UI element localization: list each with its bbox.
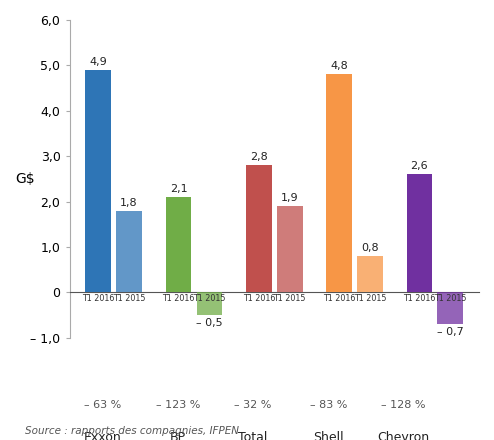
Bar bbox=[437, 293, 463, 324]
Text: T1 2015: T1 2015 bbox=[193, 294, 226, 303]
Bar bbox=[197, 293, 222, 315]
Text: 1,9: 1,9 bbox=[281, 193, 298, 203]
Text: T1 2016: T1 2016 bbox=[82, 294, 115, 303]
Text: T1 2015: T1 2015 bbox=[113, 294, 145, 303]
Text: 2,8: 2,8 bbox=[250, 152, 268, 162]
Bar bbox=[85, 70, 111, 293]
Bar bbox=[327, 74, 352, 293]
Text: – 123 %: – 123 % bbox=[156, 400, 200, 411]
Bar bbox=[116, 211, 142, 293]
Text: – 0,7: – 0,7 bbox=[437, 327, 464, 337]
Text: 4,8: 4,8 bbox=[330, 61, 348, 71]
Bar bbox=[165, 197, 191, 293]
Text: BP: BP bbox=[170, 431, 186, 440]
Text: – 63 %: – 63 % bbox=[84, 400, 122, 411]
Text: T1 2015: T1 2015 bbox=[273, 294, 306, 303]
Text: – 32 %: – 32 % bbox=[235, 400, 272, 411]
Text: Source : rapports des compagnies, IFPEN: Source : rapports des compagnies, IFPEN bbox=[25, 425, 239, 436]
Text: – 0,5: – 0,5 bbox=[196, 318, 223, 328]
Text: 1,8: 1,8 bbox=[120, 198, 138, 208]
Text: – 83 %: – 83 % bbox=[310, 400, 347, 411]
Text: 2,1: 2,1 bbox=[170, 184, 187, 194]
Bar bbox=[277, 206, 302, 293]
Text: Exxon: Exxon bbox=[84, 431, 122, 440]
Text: T1 2015: T1 2015 bbox=[434, 294, 466, 303]
Text: T1 2016: T1 2016 bbox=[323, 294, 355, 303]
Text: T1 2015: T1 2015 bbox=[354, 294, 386, 303]
Y-axis label: G$: G$ bbox=[15, 172, 35, 186]
Text: T1 2016: T1 2016 bbox=[403, 294, 436, 303]
Text: Total: Total bbox=[239, 431, 268, 440]
Bar bbox=[246, 165, 272, 293]
Text: 4,9: 4,9 bbox=[89, 57, 107, 67]
Text: – 128 %: – 128 % bbox=[381, 400, 425, 411]
Text: 0,8: 0,8 bbox=[361, 243, 379, 253]
Bar bbox=[357, 256, 383, 293]
Bar bbox=[407, 174, 432, 293]
Text: T1 2016: T1 2016 bbox=[243, 294, 275, 303]
Text: Chevron: Chevron bbox=[377, 431, 429, 440]
Text: Shell: Shell bbox=[313, 431, 343, 440]
Text: T1 2016: T1 2016 bbox=[163, 294, 195, 303]
Text: 2,6: 2,6 bbox=[411, 161, 428, 171]
